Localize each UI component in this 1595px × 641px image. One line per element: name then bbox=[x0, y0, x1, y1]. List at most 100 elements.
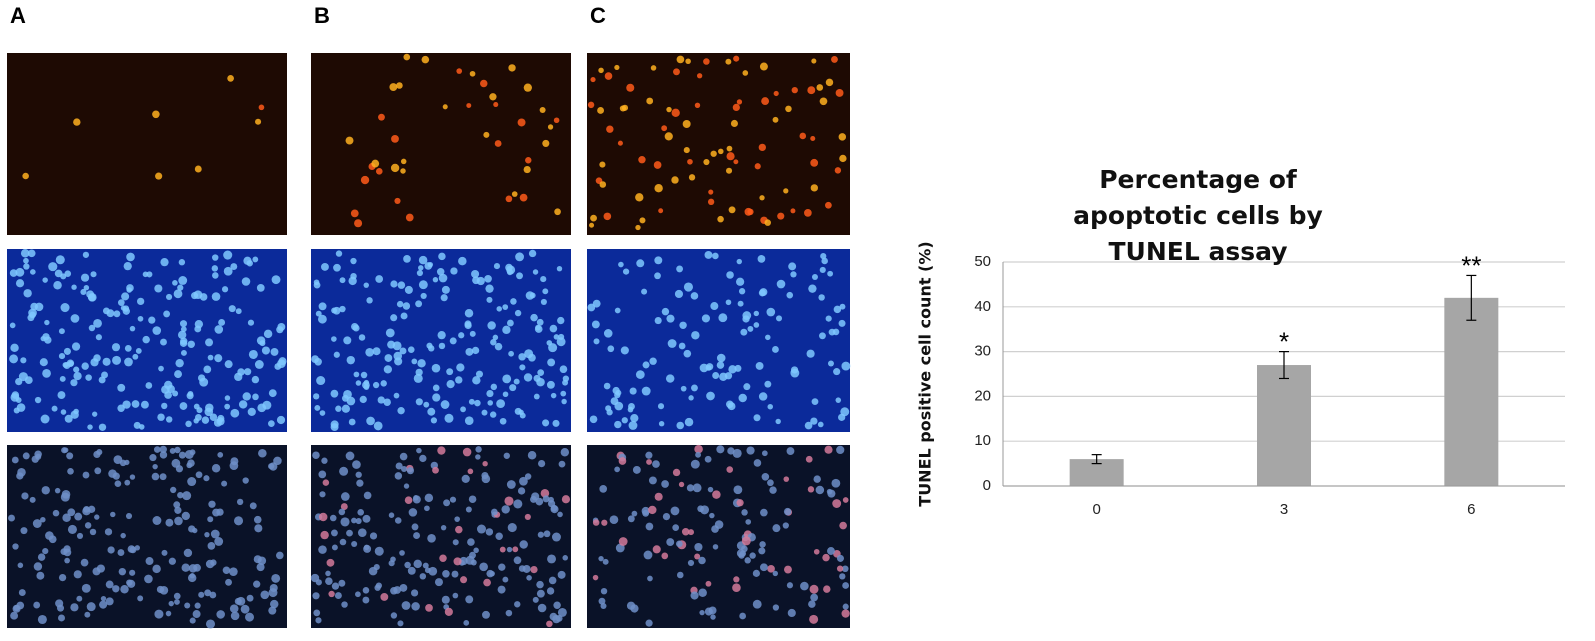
cell bbox=[187, 477, 197, 487]
cell bbox=[408, 508, 418, 517]
cell bbox=[241, 277, 251, 286]
cell bbox=[556, 337, 566, 347]
cell bbox=[218, 319, 226, 326]
cell bbox=[694, 102, 701, 109]
cell bbox=[553, 117, 560, 124]
cell bbox=[749, 552, 756, 559]
cell bbox=[92, 411, 98, 417]
cell bbox=[827, 489, 836, 498]
micrograph bbox=[587, 249, 850, 432]
cell bbox=[465, 595, 474, 604]
cell bbox=[752, 569, 760, 577]
cell bbox=[378, 113, 385, 121]
cell bbox=[489, 411, 497, 418]
cell bbox=[73, 408, 79, 415]
cell bbox=[195, 471, 203, 479]
cell bbox=[683, 282, 693, 292]
cell bbox=[174, 446, 181, 454]
cell bbox=[204, 407, 214, 417]
cell bbox=[514, 601, 521, 608]
cell bbox=[312, 451, 320, 459]
cell bbox=[628, 421, 638, 430]
cell bbox=[465, 347, 474, 356]
cell bbox=[772, 570, 778, 577]
cell bbox=[338, 508, 346, 516]
cell bbox=[187, 340, 195, 349]
cell bbox=[502, 304, 509, 310]
cell bbox=[9, 322, 16, 329]
cell bbox=[401, 465, 408, 473]
bar bbox=[1257, 365, 1311, 486]
cell bbox=[842, 497, 849, 503]
cell bbox=[58, 328, 65, 335]
cell bbox=[126, 579, 133, 586]
cell bbox=[592, 574, 599, 581]
cell bbox=[757, 255, 766, 263]
cell bbox=[508, 64, 516, 72]
cell bbox=[217, 451, 224, 458]
cell bbox=[74, 512, 83, 521]
cell bbox=[455, 376, 463, 384]
cell bbox=[257, 556, 267, 566]
cell bbox=[512, 546, 519, 553]
cell bbox=[54, 487, 61, 494]
cell bbox=[407, 566, 416, 575]
cell bbox=[348, 276, 357, 286]
cell bbox=[523, 83, 532, 92]
cell bbox=[83, 505, 90, 513]
cell bbox=[519, 540, 528, 549]
cell bbox=[842, 582, 850, 589]
cell bbox=[832, 499, 842, 508]
cell bbox=[630, 604, 639, 613]
cell bbox=[825, 201, 832, 209]
cell bbox=[320, 262, 329, 271]
cell bbox=[690, 459, 700, 469]
cell bbox=[374, 546, 384, 556]
cell bbox=[363, 282, 369, 288]
cell bbox=[39, 358, 48, 367]
cell bbox=[244, 368, 252, 376]
cell bbox=[330, 423, 339, 432]
cell bbox=[23, 289, 32, 298]
cell bbox=[330, 529, 338, 537]
cell bbox=[698, 588, 707, 598]
cell bbox=[542, 288, 549, 295]
cell bbox=[276, 415, 286, 425]
cell bbox=[90, 271, 97, 278]
cell bbox=[318, 470, 327, 479]
cell bbox=[511, 191, 518, 197]
cell bbox=[684, 417, 694, 427]
cell bbox=[353, 371, 360, 378]
cell bbox=[490, 339, 497, 346]
cell bbox=[152, 516, 162, 525]
cell bbox=[383, 365, 393, 374]
cell bbox=[834, 167, 842, 174]
cell bbox=[519, 476, 528, 486]
cell bbox=[67, 524, 77, 534]
cell bbox=[153, 446, 161, 453]
cell bbox=[542, 139, 550, 147]
cell bbox=[160, 338, 167, 346]
cell bbox=[159, 451, 168, 459]
cell bbox=[105, 597, 114, 606]
cell bbox=[40, 414, 50, 424]
cell bbox=[497, 585, 506, 594]
cell bbox=[255, 118, 262, 125]
cell bbox=[645, 619, 653, 627]
cell bbox=[211, 265, 219, 272]
cell bbox=[357, 528, 367, 537]
cell bbox=[736, 499, 744, 507]
cell bbox=[456, 68, 463, 74]
cell bbox=[268, 606, 277, 615]
cell bbox=[839, 573, 846, 580]
cell bbox=[80, 558, 89, 567]
cell bbox=[592, 519, 600, 526]
cell bbox=[690, 591, 699, 600]
cell bbox=[517, 118, 526, 127]
cell bbox=[753, 310, 760, 317]
cell bbox=[276, 551, 284, 560]
cell bbox=[531, 492, 540, 501]
cell bbox=[493, 263, 501, 270]
cell bbox=[712, 544, 719, 550]
